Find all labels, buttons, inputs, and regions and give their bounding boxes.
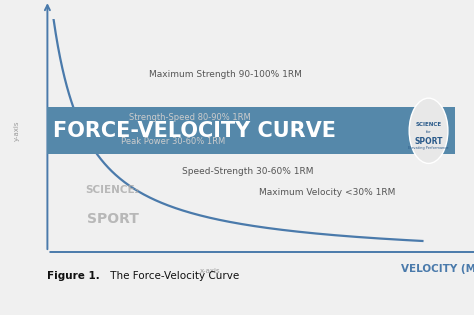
Text: Speed-Strength 30-60% 1RM: Speed-Strength 30-60% 1RM [182, 167, 313, 176]
Text: y-axis: y-axis [14, 121, 20, 141]
Text: SPORT: SPORT [87, 212, 138, 226]
Text: Maximum Velocity <30% 1RM: Maximum Velocity <30% 1RM [259, 188, 396, 197]
Text: SCIENCE: SCIENCE [416, 123, 442, 128]
Text: for: for [426, 130, 431, 134]
FancyBboxPatch shape [47, 107, 455, 154]
Text: SCIENCE₂: SCIENCE₂ [86, 185, 140, 195]
Text: SPORT: SPORT [414, 137, 443, 146]
Text: VELOCITY (M/S): VELOCITY (M/S) [401, 264, 474, 274]
Text: FORCE-VELOCITY CURVE: FORCE-VELOCITY CURVE [53, 121, 336, 141]
Text: x-axis: x-axis [200, 268, 221, 274]
Text: Maximum Strength 90-100% 1RM: Maximum Strength 90-100% 1RM [149, 70, 302, 79]
Text: Figure 1.: Figure 1. [47, 271, 100, 281]
Text: Strength-Speed 80-90% 1RM: Strength-Speed 80-90% 1RM [129, 113, 251, 123]
Text: The Force-Velocity Curve: The Force-Velocity Curve [107, 271, 239, 281]
Text: Peak Power 30-60% 1RM: Peak Power 30-60% 1RM [121, 137, 225, 146]
Ellipse shape [409, 98, 448, 163]
Text: Elevating Performance: Elevating Performance [409, 146, 449, 150]
